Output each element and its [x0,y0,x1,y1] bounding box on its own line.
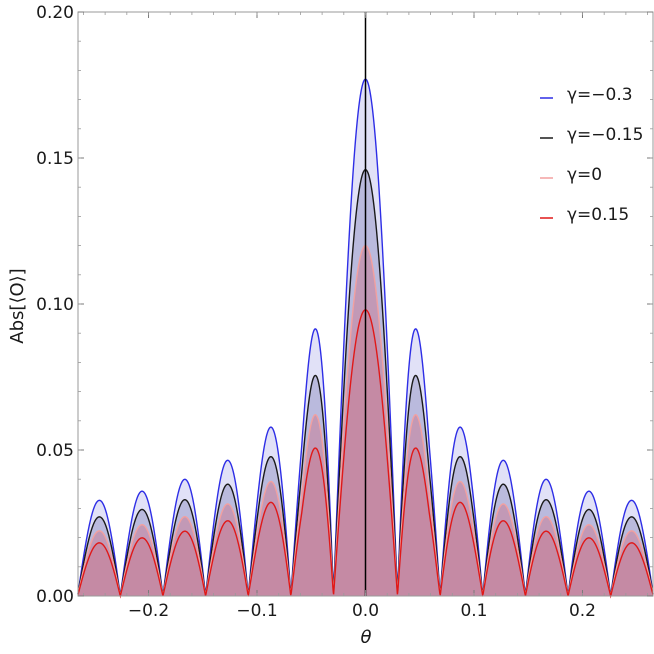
legend-label-1: γ=−0.15 [567,125,643,145]
x-tick-label: 0.0 [352,601,379,621]
x-tick-label: 0.2 [569,601,596,621]
axis-ticks: −0.2 −0.1 0.0 0.1 0.2 0.00 0.05 0.10 0.15 0.20 [36,3,653,621]
y-tick-label: 0.20 [36,3,74,23]
y-axis-label: Abs[⟨O⟩] [7,268,28,343]
x-tick-label: −0.1 [236,601,277,621]
x-tick-label: −0.2 [128,601,169,621]
legend-label-0: γ=−0.3 [567,85,633,105]
y-tick-label: 0.05 [36,441,74,461]
legend-label-2: γ=0 [567,165,602,185]
x-axis-label: θ [360,627,371,648]
y-tick-label: 0.00 [36,587,74,607]
y-tick-label: 0.10 [36,295,74,315]
legend: γ=−0.3 γ=−0.15 γ=0 γ=0.15 [540,85,643,225]
x-tick-label: 0.1 [460,601,487,621]
legend-label-3: γ=0.15 [567,205,629,225]
y-tick-label: 0.15 [36,149,74,169]
